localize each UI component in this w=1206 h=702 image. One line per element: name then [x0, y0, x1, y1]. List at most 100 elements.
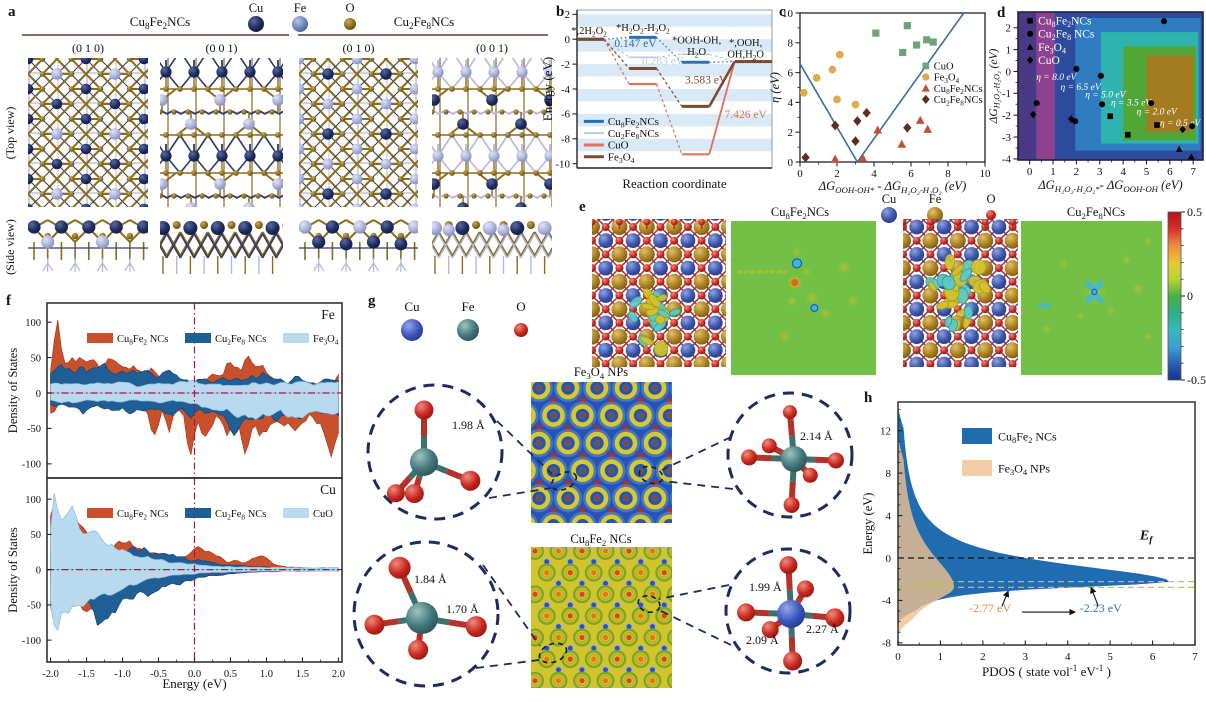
- circle: [537, 496, 541, 501]
- line: [228, 196, 254, 222]
- text-run: 2: [163, 21, 168, 31]
- atom-gold: [427, 176, 433, 182]
- annotation-arrow: [1090, 586, 1099, 607]
- line: [312, 103, 344, 135]
- line: [592, 294, 593, 296]
- atom-gold: [368, 116, 375, 122]
- line: [370, 193, 386, 207]
- atom-gold: [533, 216, 539, 222]
- atom-ered: [601, 277, 610, 286]
- legend-label: CuO: [1038, 55, 1060, 67]
- atom-gold: [219, 216, 225, 222]
- atom-ered: [1008, 360, 1017, 367]
- line: [903, 268, 904, 270]
- circle: [641, 429, 669, 458]
- atom-egold: [1004, 260, 1018, 277]
- line: [903, 254, 904, 256]
- circle: [585, 486, 609, 510]
- density-map-1: [731, 221, 876, 375]
- line: [460, 196, 486, 222]
- atom-gold: [519, 216, 525, 222]
- atom-ered: [885, 346, 893, 354]
- line: [99, 58, 118, 75]
- line: [903, 336, 904, 338]
- tick-label-y: 4: [788, 97, 794, 109]
- text-run: η = 5.0 eV: [1085, 91, 1126, 101]
- ellipse: [1093, 280, 1104, 291]
- atom-gold: [185, 101, 191, 107]
- atom-gold: [219, 86, 225, 92]
- atom-ered: [912, 264, 921, 273]
- text-run: - ΔG: [1100, 178, 1124, 192]
- text-run: Cu: [934, 95, 947, 106]
- atom-gold: [163, 132, 169, 138]
- atom-gold: [311, 206, 316, 207]
- line: [475, 659, 540, 669]
- marker-diamond: [1029, 110, 1037, 119]
- line: [944, 378, 971, 405]
- atom-gold: [205, 86, 211, 92]
- atom-gold: [449, 170, 455, 176]
- line: [1040, 391, 1054, 405]
- tick-label-x: 5: [1107, 651, 1113, 663]
- line: [1012, 330, 1018, 337]
- tick-label-y: 2: [788, 127, 794, 139]
- circle: [506, 384, 513, 391]
- line: [679, 424, 689, 434]
- atom-gold: [224, 206, 230, 212]
- circle: [629, 404, 652, 427]
- atom-ered: [926, 305, 935, 314]
- atom-ered: [574, 333, 582, 341]
- atom-lav: [51, 188, 63, 200]
- atom-gold: [368, 101, 375, 107]
- line: [592, 280, 593, 282]
- circle: [544, 689, 550, 695]
- text-run: Fe: [414, 14, 427, 29]
- text-run: Fe: [790, 205, 803, 219]
- tick-label-y: 8: [886, 468, 892, 480]
- atom-navy: [188, 150, 200, 162]
- line: [299, 58, 315, 76]
- atom-egold: [611, 273, 628, 290]
- circle: [512, 348, 537, 373]
- atom-gold: [368, 176, 375, 182]
- text-run: H₂O₂-H₂O₂: [993, 71, 1002, 109]
- text-run: NCs: [1032, 430, 1057, 444]
- atom-gblue: [401, 319, 423, 341]
- circle: [643, 585, 662, 604]
- zoom-ellipse: [637, 594, 661, 614]
- atom-ered: [465, 616, 487, 638]
- text-run: O: [623, 151, 631, 163]
- atom-ered: [940, 236, 949, 245]
- atom-gold: [533, 86, 539, 92]
- line: [478, 231, 495, 257]
- energy-annotation: 0.283 eV: [642, 56, 685, 68]
- circle: [685, 559, 691, 565]
- tick-label-y: -1: [1002, 88, 1011, 100]
- line: [160, 97, 163, 101]
- line: [401, 29, 430, 59]
- text-run: 4: [956, 76, 960, 85]
- line: [285, 29, 314, 59]
- line: [261, 231, 278, 257]
- atom-gold: [527, 193, 533, 199]
- atom-navy: [457, 34, 469, 46]
- atom-lav: [299, 58, 305, 65]
- circle: [532, 548, 538, 554]
- tick-label-x: 6: [1167, 166, 1173, 178]
- atom-egold: [949, 232, 966, 249]
- atom-gold: [491, 86, 497, 92]
- atom-ered: [954, 219, 962, 226]
- line: [592, 322, 593, 324]
- ellipse: [928, 281, 937, 292]
- atom-lav: [299, 83, 305, 95]
- atom-egold: [895, 370, 911, 386]
- line: [72, 195, 85, 207]
- line: [743, 378, 757, 392]
- text-run: Cu: [117, 334, 130, 345]
- line: [917, 391, 931, 405]
- circle: [850, 298, 856, 304]
- text-run: 6: [1167, 166, 1173, 178]
- atom-ered: [656, 277, 665, 286]
- circle: [822, 310, 828, 317]
